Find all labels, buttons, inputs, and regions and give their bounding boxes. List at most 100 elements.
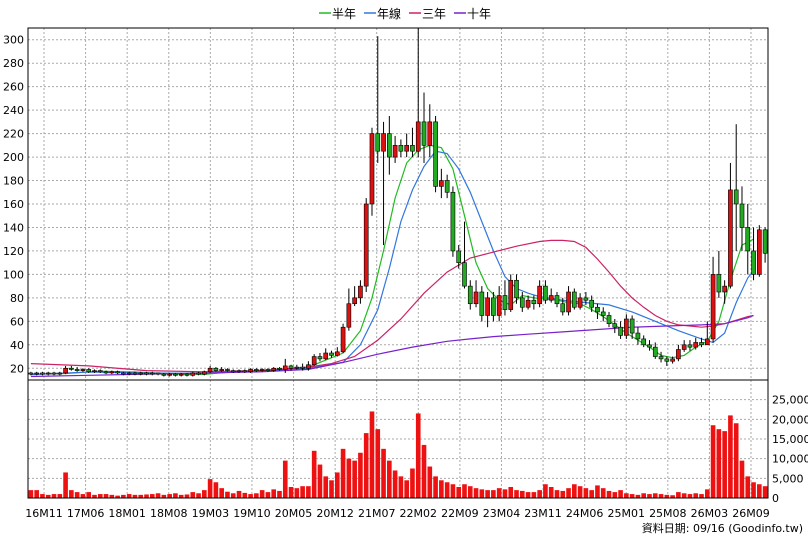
- volume-tick-label: 25,000: [772, 394, 808, 407]
- candle-body: [733, 189, 739, 205]
- candle-up: [525, 295, 531, 310]
- candle-down: [647, 340, 652, 351]
- volume-bar: [410, 468, 415, 498]
- x-tick-label: 26M09: [732, 507, 770, 520]
- grid: [28, 28, 768, 498]
- candle-body: [225, 369, 230, 371]
- volume-bar: [392, 470, 398, 498]
- price-tick-label: 20: [10, 362, 24, 375]
- volume-tick-label: 0: [772, 492, 779, 505]
- volume-bar: [126, 494, 132, 498]
- candle-body: [306, 364, 311, 369]
- candle-up: [248, 368, 253, 373]
- candle-up: [352, 286, 357, 307]
- candle-body: [242, 370, 248, 373]
- volume-bar: [404, 480, 409, 498]
- volume-bar: [427, 466, 433, 498]
- candle-down: [86, 368, 92, 373]
- volume-bar: [583, 488, 589, 498]
- x-tick-label: 26M03: [691, 507, 729, 520]
- volume-bar: [462, 484, 467, 498]
- candle-down: [450, 186, 456, 257]
- candle-body: [282, 365, 288, 370]
- candle-down: [762, 227, 768, 263]
- candle-body: [624, 318, 629, 336]
- volume-bar: [531, 492, 537, 498]
- candle-up: [548, 288, 554, 303]
- volume-bar: [323, 476, 329, 498]
- candle-up: [369, 127, 375, 216]
- legend-year-label: 年線: [377, 6, 401, 21]
- candle-body: [300, 366, 305, 369]
- volume-bar: [306, 486, 311, 498]
- candle-body: [288, 365, 294, 369]
- candle-body: [502, 295, 508, 310]
- x-tick-label: 19M10: [233, 507, 271, 520]
- candle-up: [63, 365, 68, 375]
- volume-bar: [439, 480, 444, 498]
- candle-down: [699, 337, 704, 348]
- candle-body: [138, 372, 144, 375]
- volume-bar: [415, 413, 421, 498]
- candle-body: [271, 367, 277, 371]
- candle-up: [363, 198, 369, 292]
- candle-body: [612, 323, 618, 328]
- volume-bar: [444, 482, 450, 498]
- volume-bar: [728, 415, 733, 498]
- candle-down: [265, 368, 271, 372]
- candle-body: [103, 371, 109, 374]
- volume-bar: [387, 460, 392, 498]
- candle-up: [323, 348, 329, 361]
- volume-bar: [300, 486, 305, 498]
- candle-body: [716, 274, 722, 293]
- volume-bar: [456, 486, 462, 498]
- volume-bar: [86, 492, 92, 498]
- candle-body: [317, 356, 323, 360]
- volume-bar: [144, 494, 149, 498]
- candle-down: [173, 372, 178, 377]
- candle-up: [259, 368, 265, 372]
- candle-up: [392, 135, 398, 163]
- volume-bar: [676, 492, 681, 498]
- volume-bar: [259, 490, 265, 498]
- candle-body: [45, 372, 51, 375]
- volume-bar: [681, 493, 687, 498]
- volume-bar: [132, 494, 138, 498]
- price-tick-label: 200: [3, 151, 24, 164]
- candle-down: [242, 369, 248, 373]
- candle-down: [40, 371, 45, 376]
- candle-up: [381, 121, 386, 246]
- candle-body: [681, 344, 687, 350]
- volume-bar: [51, 494, 57, 498]
- volume-bar: [369, 411, 375, 498]
- x-tick-label: 22M09: [441, 507, 479, 520]
- volume-bar: [63, 472, 68, 498]
- candle-down: [519, 292, 525, 312]
- candle-body: [450, 191, 456, 252]
- candle-body: [572, 291, 577, 308]
- volume-bar: [658, 494, 664, 498]
- volume-bar: [485, 490, 490, 498]
- volume-bar: [288, 486, 294, 498]
- candle-body: [340, 326, 346, 353]
- legend: 半年 年線 三年 十年: [319, 6, 491, 21]
- candle-body: [508, 279, 514, 310]
- candle-up: [473, 280, 479, 308]
- volume-tick-label: 15,000: [772, 433, 808, 446]
- candle-body: [635, 332, 641, 340]
- candle-down: [375, 36, 381, 163]
- x-tick-label: 25M01: [607, 507, 645, 520]
- candle-up: [207, 365, 213, 373]
- candle-body: [641, 338, 647, 346]
- volume-bar: [92, 494, 97, 498]
- candle-body: [178, 373, 184, 376]
- candle-body: [595, 306, 600, 313]
- candle-body: [248, 369, 253, 373]
- candle-down: [28, 371, 34, 376]
- x-tick-label: 25M08: [649, 507, 687, 520]
- candle-up: [415, 28, 421, 158]
- candle-body: [115, 371, 120, 374]
- price-tick-label: 160: [3, 198, 24, 211]
- volume-bar: [670, 495, 675, 498]
- volume-bar: [577, 486, 583, 498]
